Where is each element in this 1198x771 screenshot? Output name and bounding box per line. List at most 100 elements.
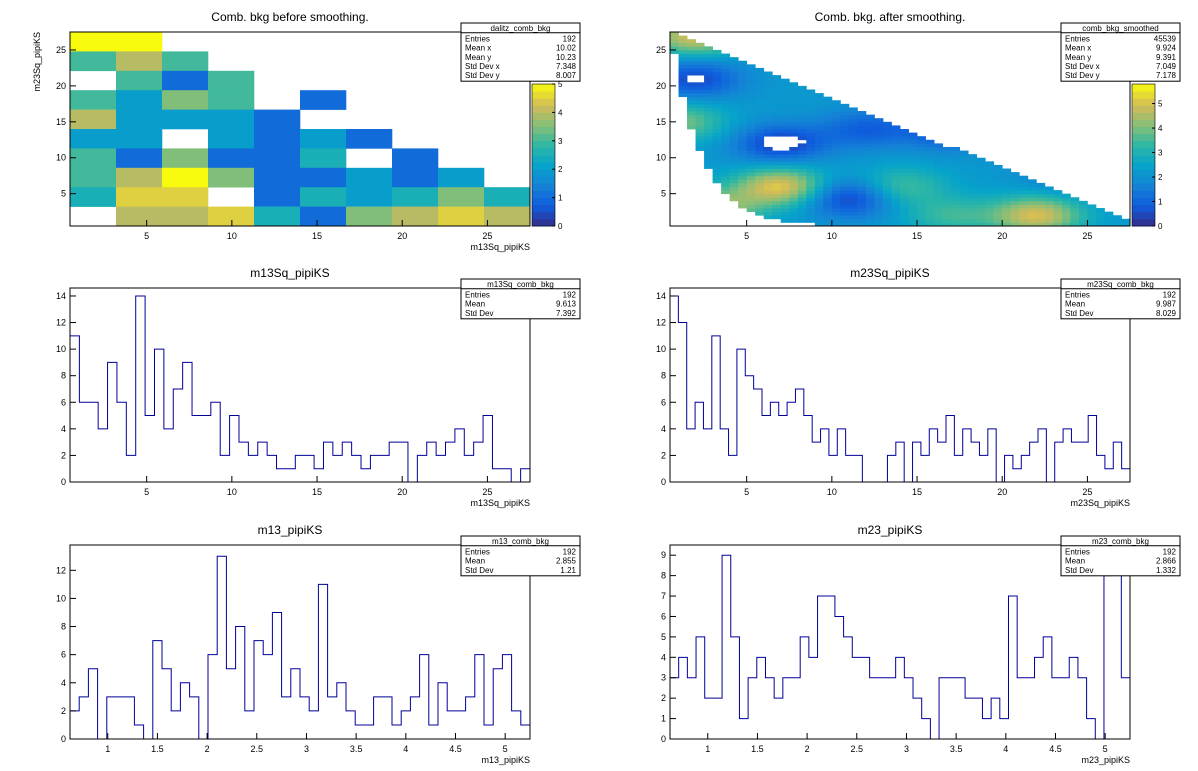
surface-cell: [738, 67, 748, 72]
surface-cell: [1087, 215, 1097, 220]
surface-cell: [729, 190, 739, 195]
surface-cell: [670, 46, 679, 51]
surface-cell: [823, 136, 833, 141]
surface-cell: [1027, 200, 1037, 205]
surface-cell: [729, 154, 739, 159]
surface-cell: [797, 204, 807, 209]
surface-cell: [780, 179, 790, 184]
surface-cell: [712, 168, 722, 173]
surface-cell: [1095, 211, 1105, 216]
surface-cell: [857, 175, 867, 180]
surface-cell: [1010, 200, 1020, 205]
y-tick-label: 8: [61, 371, 66, 381]
stats-row-value: 10.02: [556, 44, 577, 53]
surface-cell: [687, 71, 696, 76]
surface-cell: [934, 143, 943, 148]
surface-cell: [1019, 211, 1029, 216]
surface-cell: [712, 172, 722, 177]
surface-cell: [917, 197, 926, 202]
surface-cell: [968, 211, 978, 216]
surface-cell: [951, 218, 961, 223]
surface-cell: [865, 168, 875, 173]
surface-cell: [772, 154, 782, 159]
surface-cell: [908, 143, 918, 148]
surface-cell: [755, 190, 765, 195]
surface-cell: [746, 146, 756, 151]
color-scale-frame: [1131, 83, 1156, 227]
surface-cell: [823, 208, 833, 213]
surface-cell: [695, 114, 705, 119]
surface-cell: [925, 200, 935, 205]
surface-cell: [968, 193, 978, 198]
surface-cell: [687, 49, 696, 54]
surface-cell: [874, 125, 884, 130]
heatmap-cell: [208, 70, 255, 91]
surface-cell: [1104, 211, 1114, 216]
surface-cell: [874, 150, 884, 155]
surface-cell: [704, 114, 713, 119]
surface-cell: [865, 200, 875, 205]
surface-cell: [772, 121, 782, 126]
surface-cell: [1053, 222, 1063, 227]
surface-cell: [985, 222, 995, 227]
surface-cell: [1070, 218, 1080, 223]
surface-cell: [951, 179, 961, 184]
surface-cell: [789, 218, 799, 223]
surface-cell: [797, 114, 807, 119]
surface-cell: [1061, 197, 1071, 202]
surface-cell: [925, 204, 935, 209]
z-tick-label: 2: [558, 165, 563, 174]
surface-cell: [1070, 208, 1080, 213]
z-tick-label: 1: [558, 194, 563, 203]
surface-cell: [780, 85, 790, 90]
surface-cell: [1044, 208, 1054, 213]
surface-cell: [772, 82, 782, 87]
surface-cell: [959, 175, 969, 180]
y-tick-label: 10: [56, 344, 66, 354]
surface-cell: [900, 136, 909, 141]
surface-cell: [840, 132, 850, 137]
surface-cell: [857, 161, 867, 166]
surface-cell: [755, 75, 765, 80]
surface-cell: [934, 161, 943, 166]
chart-title: Comb. bkg before smoothing.: [211, 10, 368, 24]
surface-cell: [848, 154, 858, 159]
color-scale-step: [532, 211, 555, 220]
surface-cell: [1078, 222, 1088, 227]
y-tick-label: 7: [661, 591, 666, 601]
surface-cell: [738, 107, 748, 112]
surface-cell: [900, 218, 909, 223]
surface-cell: [917, 182, 926, 187]
surface-cell: [704, 96, 713, 101]
surface-cell: [695, 46, 705, 51]
surface-cell: [848, 175, 858, 180]
surface-cell: [712, 129, 722, 133]
surface-cell: [968, 168, 978, 173]
surface-cell: [1027, 197, 1037, 202]
surface-cell: [942, 218, 952, 223]
surface-cell: [729, 197, 739, 202]
surface-cell: [857, 168, 867, 173]
surface-cell: [865, 164, 875, 169]
surface-cell: [729, 129, 739, 133]
surface-cell: [797, 211, 807, 216]
surface-cell: [925, 222, 935, 227]
surface-cell: [968, 208, 978, 213]
x-tick-label: 15: [312, 231, 322, 241]
heatmap-cell: [346, 206, 393, 227]
surface-cell: [1019, 208, 1029, 213]
surface-cell: [746, 157, 756, 162]
z-tick-label: 4: [558, 108, 563, 117]
surface-cell: [806, 215, 816, 220]
surface-cell: [704, 60, 713, 65]
surface-cell: [840, 118, 850, 123]
surface-cell: [840, 111, 850, 116]
x-tick-label: 10: [827, 487, 837, 497]
surface-cell: [746, 64, 756, 69]
surface-cell: [900, 168, 909, 173]
surface-cell: [908, 157, 918, 162]
color-scale-step: [1132, 197, 1155, 206]
color-scale-step: [1132, 211, 1155, 220]
surface-cell: [985, 172, 995, 177]
